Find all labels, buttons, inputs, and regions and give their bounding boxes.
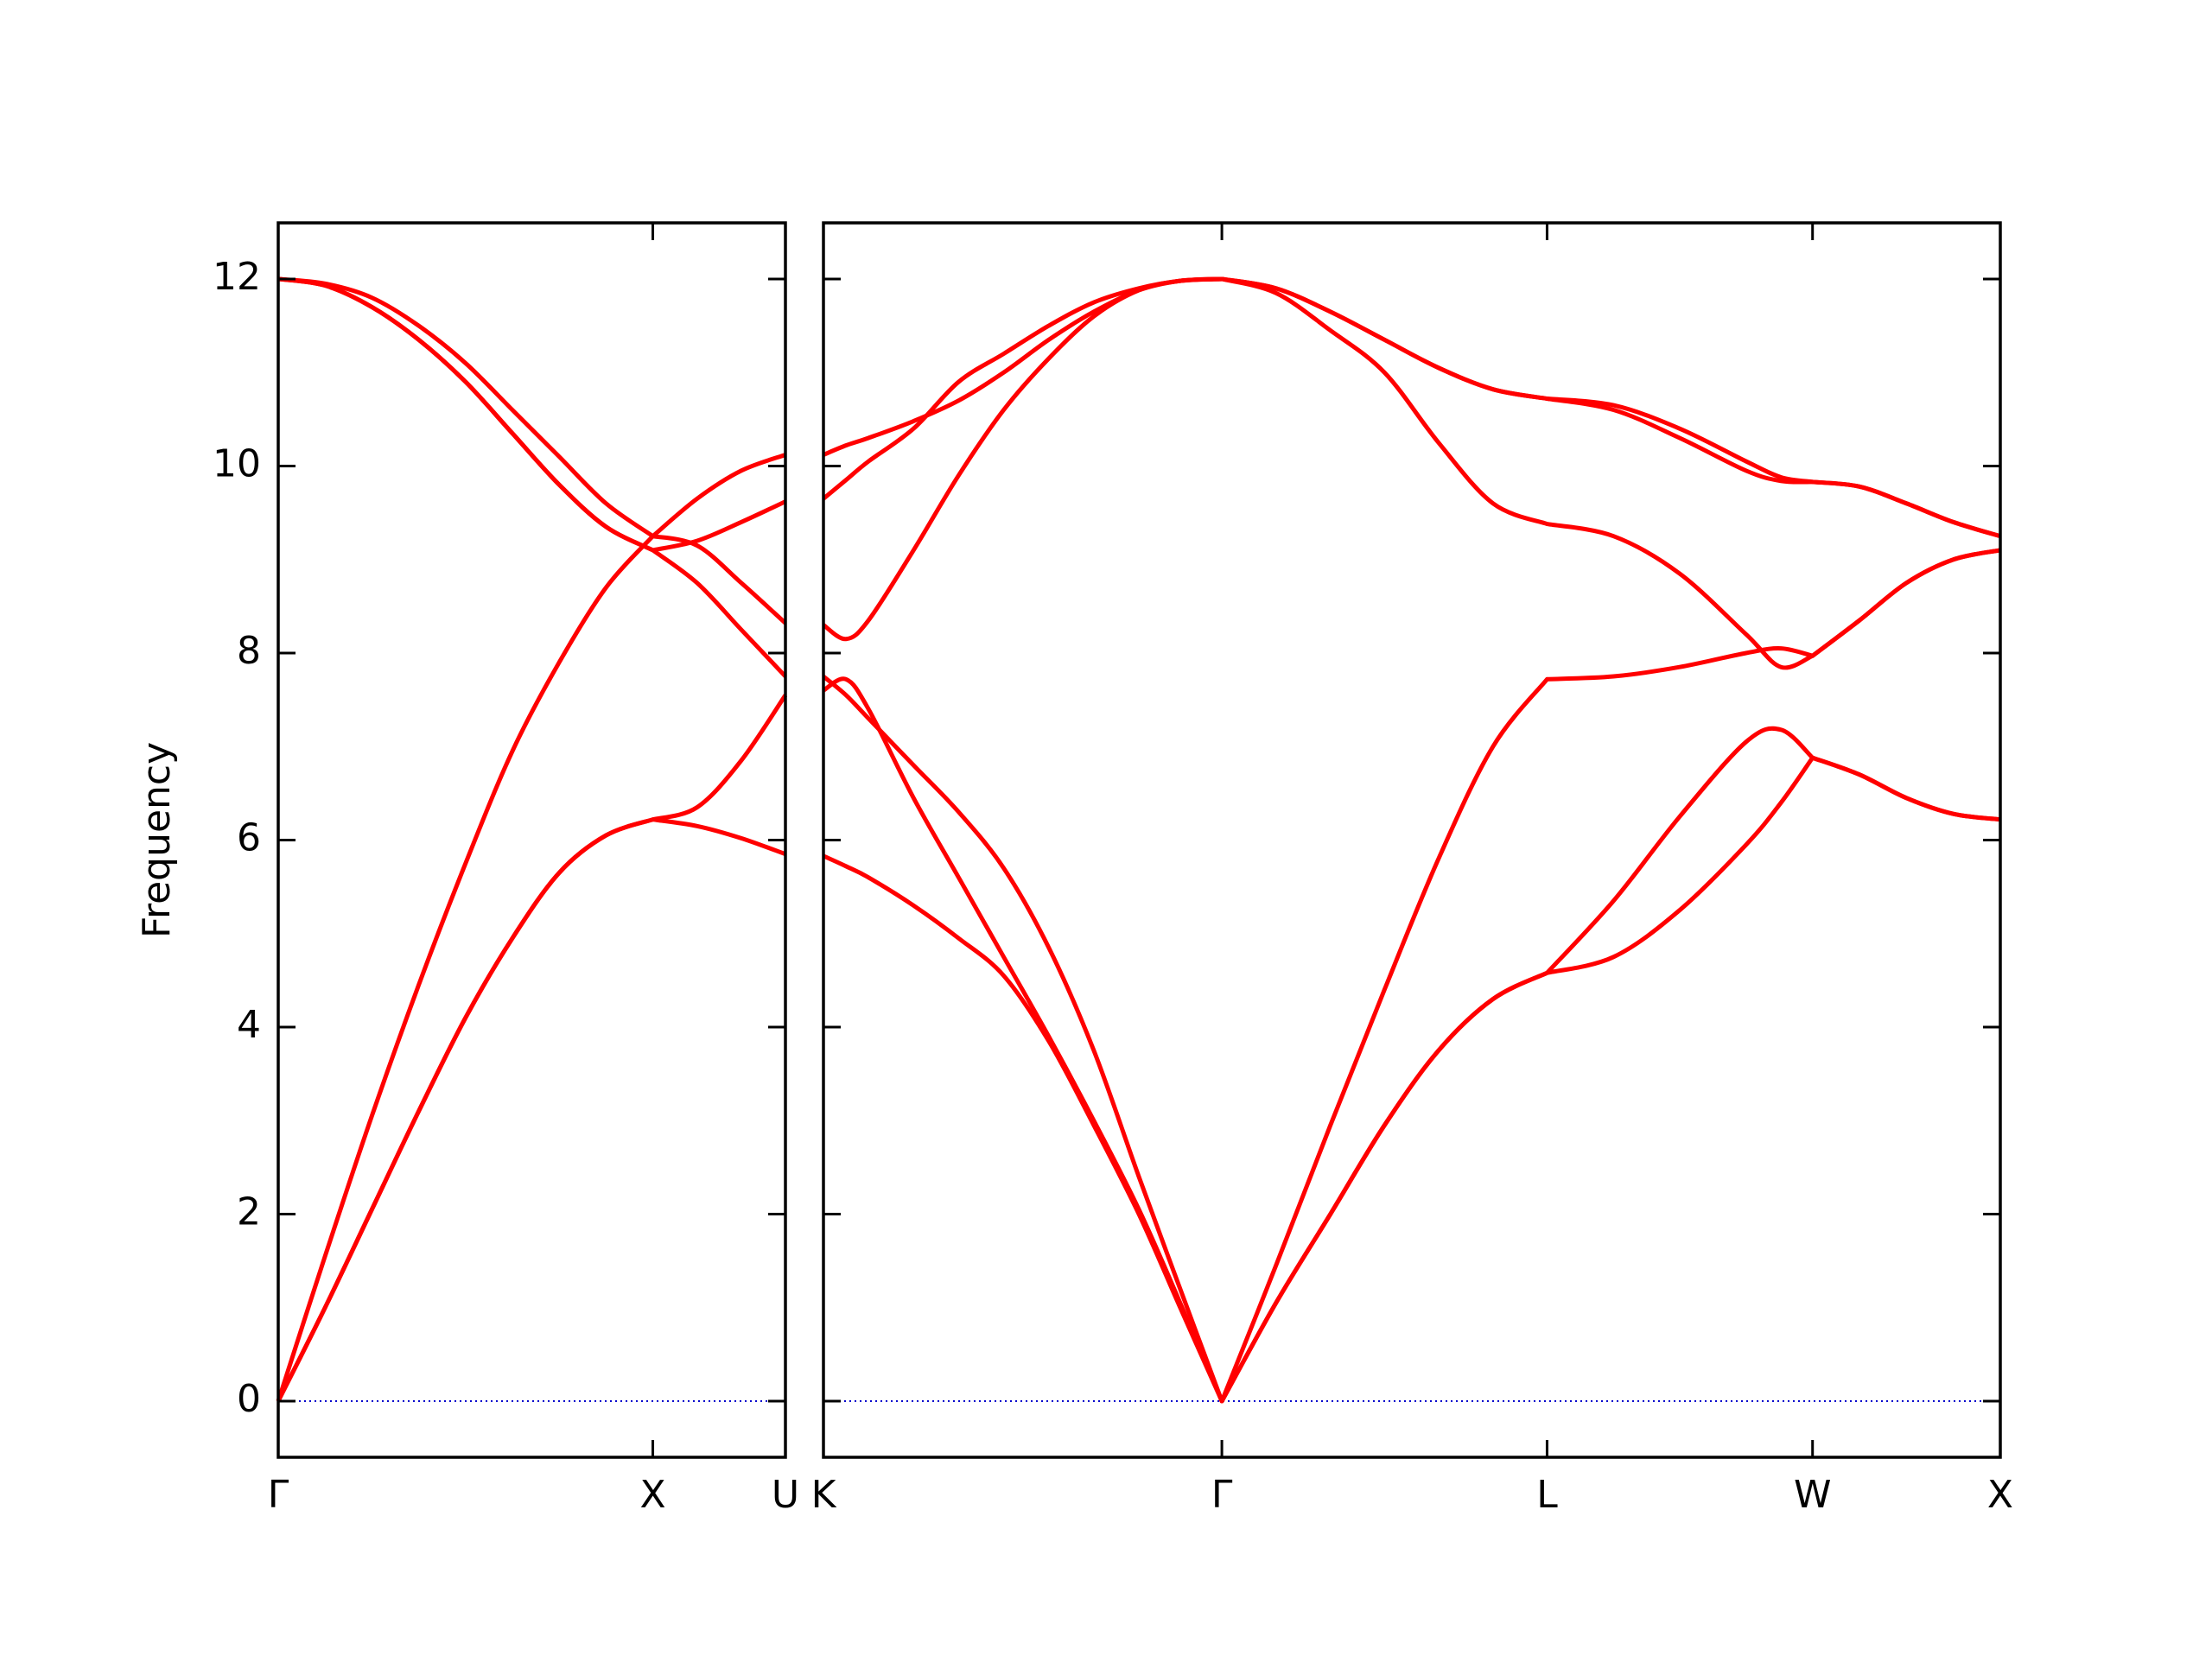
y-tick-label: 10 xyxy=(213,441,261,485)
x-tick-label: K xyxy=(811,1473,837,1517)
y-axis-label: Frequency xyxy=(135,742,179,938)
band-line xyxy=(822,755,2001,1404)
x-tick-label: U xyxy=(772,1473,799,1517)
x-tick-label: L xyxy=(1536,1473,1558,1517)
band-line xyxy=(276,694,788,1403)
x-tick-label: W xyxy=(1794,1473,1832,1517)
band-line xyxy=(276,453,786,1402)
band-line xyxy=(822,276,2001,670)
y-tick-label: 6 xyxy=(237,816,261,860)
band-line xyxy=(277,276,787,553)
plot-frame xyxy=(276,221,787,1459)
x-tick-label: X xyxy=(1987,1473,2013,1517)
y-tick-label: 2 xyxy=(237,1190,261,1234)
plot-frame xyxy=(822,221,2002,1459)
y-tick-label: 12 xyxy=(213,255,261,299)
x-tick-label: Γ xyxy=(268,1473,289,1517)
y-tick-label: 4 xyxy=(237,1003,261,1047)
y-tick-label: 0 xyxy=(237,1377,261,1421)
band-line xyxy=(822,676,2001,1404)
y-tick-label: 8 xyxy=(237,629,261,673)
x-tick-label: Γ xyxy=(1211,1473,1233,1517)
band-line xyxy=(277,276,787,678)
x-tick-label: X xyxy=(639,1473,665,1517)
band-line xyxy=(822,548,2001,1404)
band-line xyxy=(277,276,787,625)
band-line xyxy=(823,276,2001,539)
